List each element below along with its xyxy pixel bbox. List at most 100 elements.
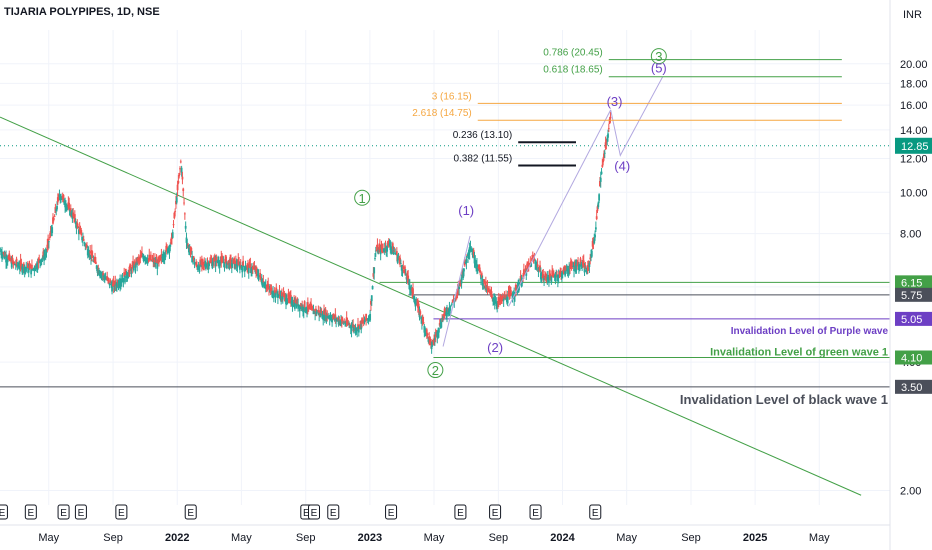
currency-label[interactable]: INR (903, 9, 922, 21)
candle (433, 331, 436, 346)
candle-body (174, 211, 177, 212)
candle (90, 254, 92, 265)
candle (345, 311, 348, 327)
badge-bg (895, 379, 932, 394)
y-tick-label: 2.00 (900, 486, 921, 498)
candle-body (608, 118, 611, 124)
fib-label: 0.382 (11.55) (453, 154, 512, 165)
candle-body (44, 253, 47, 255)
earnings-marker: E (529, 504, 542, 520)
candle (141, 246, 143, 258)
candle (339, 319, 342, 326)
x-tick-label: May (809, 532, 830, 544)
candle-body (123, 272, 126, 277)
candle (253, 260, 256, 271)
candle-body (153, 261, 156, 264)
candle-body (460, 277, 463, 284)
fib-label: 0.618 (18.65) (543, 65, 603, 76)
candle-body (357, 324, 359, 327)
candle (55, 208, 58, 216)
candle-body (51, 227, 54, 234)
level-badge-value: 6.15 (901, 277, 922, 289)
candle-body (26, 262, 29, 268)
candle (602, 156, 605, 166)
candle-body (498, 301, 501, 302)
candle (0, 247, 2, 252)
candle-body (90, 250, 93, 257)
candle-body (183, 202, 185, 204)
candle-body (182, 188, 185, 192)
candle-body (491, 296, 494, 298)
candle-body (72, 212, 75, 217)
candle-body (49, 231, 52, 235)
candle (357, 325, 360, 337)
candle-body (396, 256, 399, 263)
candle-body (191, 255, 194, 263)
candle-body (268, 287, 270, 290)
wave-label: (3) (607, 94, 623, 109)
candle-body (55, 209, 58, 211)
candle-body (22, 266, 24, 271)
candle-body (128, 271, 130, 273)
candle-body (480, 274, 482, 280)
candle-body (480, 273, 483, 278)
candle-body (449, 306, 452, 311)
candle (343, 318, 346, 324)
candle-body (22, 263, 25, 267)
candle (208, 261, 211, 270)
candle-body (465, 259, 468, 264)
candle-body (500, 300, 503, 302)
candle-body (287, 292, 290, 300)
candle-body (255, 269, 258, 273)
candle-body (88, 251, 91, 258)
wave-label: 2 (427, 362, 444, 379)
candle-body (19, 259, 22, 266)
candle-body (391, 243, 394, 249)
last-price-value: 12.85 (901, 141, 929, 153)
candle (82, 235, 85, 242)
candle (277, 289, 279, 305)
candle-body (77, 226, 79, 228)
candle-body (200, 265, 202, 266)
candle (503, 291, 506, 300)
x-tick-label: Sep (681, 532, 701, 544)
candle (238, 261, 241, 274)
candle (446, 304, 448, 323)
candle-body (360, 324, 363, 330)
candle (450, 302, 453, 306)
candle-body (81, 236, 84, 241)
candle-body (469, 246, 472, 250)
candle-body (336, 319, 338, 321)
grid (0, 30, 890, 505)
candle (350, 322, 353, 338)
earnings-box (184, 504, 197, 520)
candle (586, 260, 589, 274)
earnings-label: E (330, 508, 337, 519)
fib-label: 0.786 (20.45) (543, 48, 603, 59)
candle-body (603, 152, 606, 154)
candle (287, 288, 290, 304)
candle-body (6, 258, 9, 263)
candle (184, 221, 187, 233)
candle-body (69, 209, 71, 216)
candle-body (577, 261, 579, 265)
candle (468, 242, 471, 260)
earnings-label: E (303, 508, 310, 519)
candle (65, 203, 68, 212)
candle (422, 316, 425, 325)
wave-label-text: (3) (607, 94, 623, 109)
candle-body (565, 265, 567, 271)
wave-circle (354, 189, 371, 206)
candle (465, 256, 468, 270)
candle (607, 123, 610, 133)
candle (100, 271, 103, 281)
candle-body (607, 128, 610, 130)
candle (597, 201, 600, 209)
candle-body (534, 261, 537, 264)
candle-body (56, 205, 58, 210)
candle-body (358, 324, 361, 326)
level-badge: 3.50 (895, 379, 932, 394)
candle-body (586, 271, 588, 274)
candle-body (34, 266, 37, 272)
